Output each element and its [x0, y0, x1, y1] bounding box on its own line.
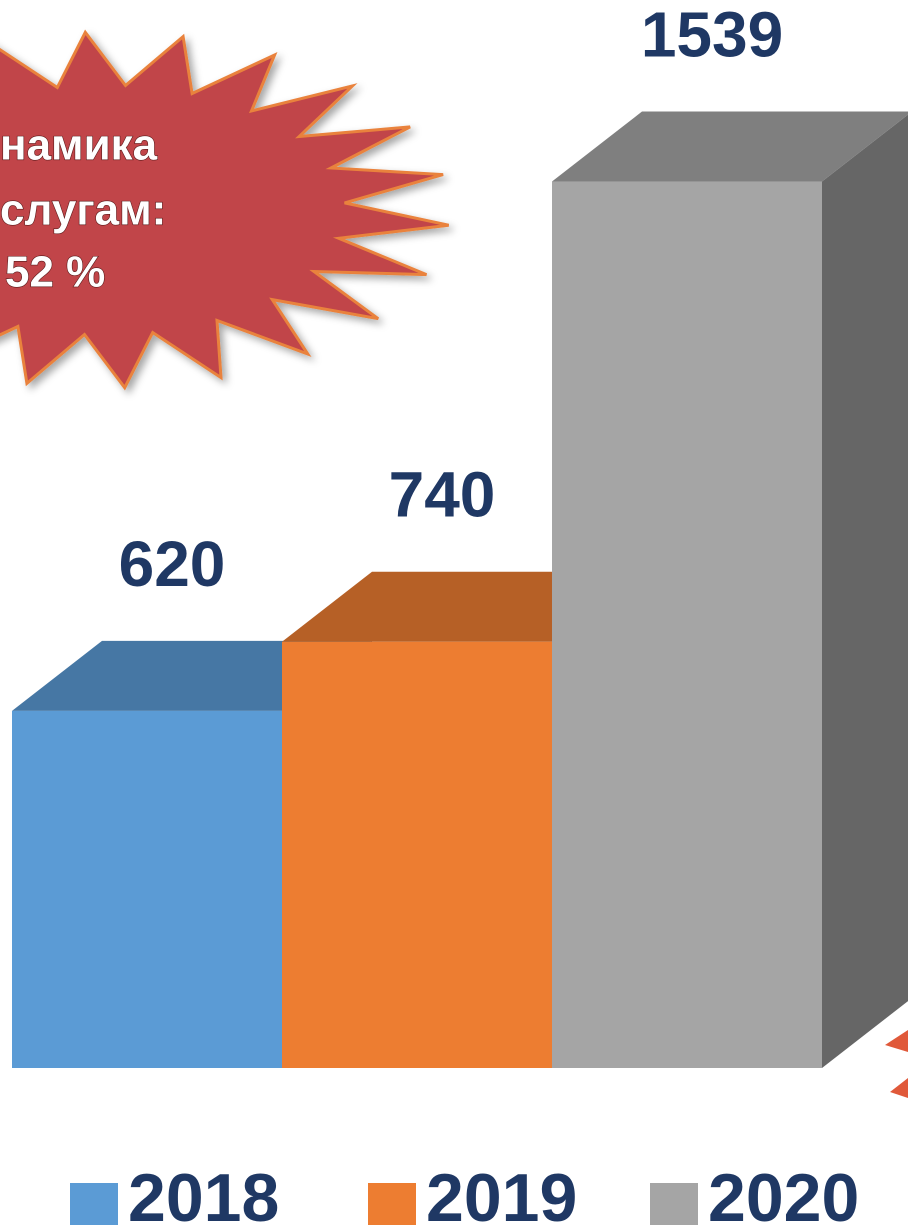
bars: [12, 111, 908, 1068]
legend-label: 2019: [426, 1160, 577, 1229]
bar-side: [822, 114, 908, 1068]
legend-label: 2018: [128, 1160, 279, 1229]
legend-swatch: [70, 1183, 118, 1225]
bar: [282, 641, 552, 1068]
annotation: 52 %: [5, 248, 105, 297]
annotation: намика: [0, 121, 158, 170]
starburst-fragment: [885, 1030, 908, 1098]
annotation: слугам:: [0, 186, 166, 235]
starburst-shape: [885, 1030, 908, 1098]
legend-label: 2020: [708, 1160, 859, 1229]
data-label: 740: [389, 459, 496, 531]
bar: [552, 181, 822, 1068]
starburst: [0, 29, 450, 391]
data-label: 1539: [641, 0, 783, 70]
legend-swatch: [368, 1183, 416, 1225]
legend-swatch: [650, 1183, 698, 1225]
bar: [12, 710, 282, 1068]
data-label: 620: [119, 528, 226, 600]
bar-top: [552, 111, 908, 182]
starburst-shape: [0, 29, 450, 391]
